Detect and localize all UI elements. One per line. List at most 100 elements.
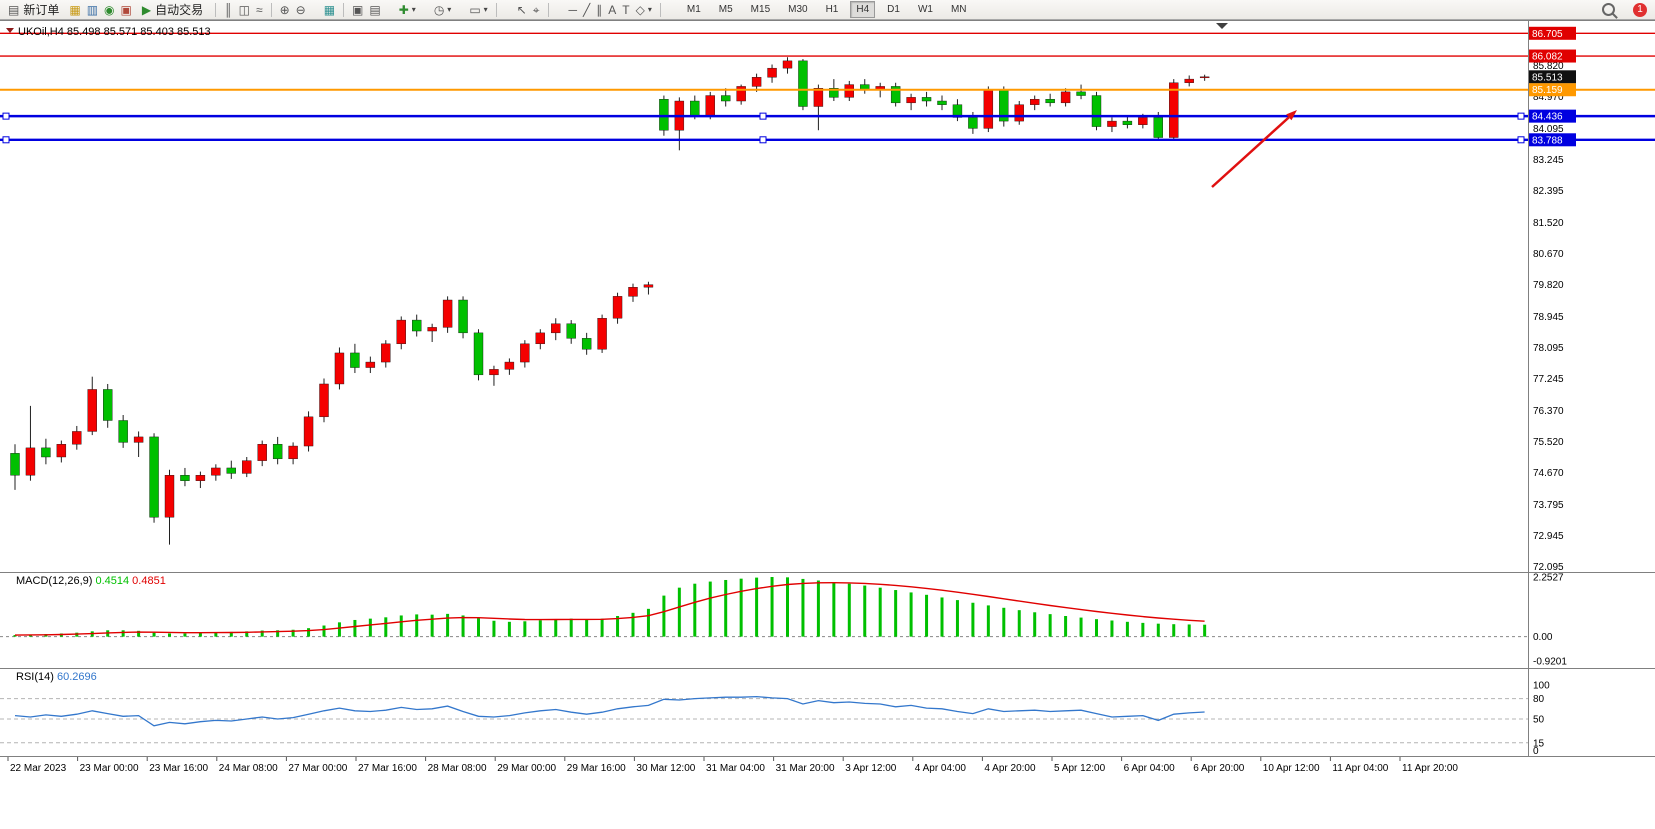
line-handle[interactable] (759, 136, 767, 144)
notification-badge[interactable]: 1 (1633, 2, 1647, 17)
label-tool-icon[interactable]: T (622, 2, 630, 17)
new-order-button[interactable]: ▤ 新订单 (4, 0, 63, 19)
candle (736, 86, 746, 102)
rsi-ax-label: 100 (1533, 681, 1550, 692)
tile-windows-icon[interactable]: ▣ (352, 2, 364, 17)
time-label: 23 Mar 00:00 (80, 763, 139, 774)
candle (1199, 76, 1210, 79)
chart-menu-icon[interactable] (6, 28, 14, 33)
line-handle[interactable] (1517, 136, 1525, 144)
tab-timeframe-mn[interactable]: MN (945, 1, 973, 18)
candle (288, 445, 298, 460)
tab-timeframe-m1[interactable]: M1 (681, 1, 707, 18)
horizontal-line-tool-icon[interactable]: ─ (568, 2, 578, 17)
candle (164, 475, 175, 518)
tab-timeframe-m30[interactable]: M30 (782, 1, 813, 18)
candle (844, 84, 854, 98)
price-tick-label: 81.520 (1533, 218, 1564, 229)
cursor-icon[interactable]: ↖ (516, 2, 527, 17)
tab-timeframe-w1[interactable]: W1 (912, 1, 939, 18)
line-handle[interactable] (759, 112, 767, 120)
price-tick-label: 73.795 (1533, 500, 1564, 511)
candle (1045, 98, 1055, 104)
candle (412, 319, 422, 332)
toolbar: ▤ 新订单 ▦ ▥ ◉ ▣ ▶ 自动交易 ║ ◫ ≈ ⊕ ⊖ ▦ ▣ ▤ ✚ ▾… (0, 0, 1655, 20)
candle (149, 436, 159, 518)
dropdown-arrow-icon[interactable]: ▾ (411, 5, 416, 14)
price-tick-label: 76.370 (1533, 406, 1564, 417)
price-badge-value: 86.082 (1532, 52, 1563, 63)
time-label: 24 Mar 08:00 (219, 763, 278, 774)
candlestick-chart-icon[interactable]: ◫ (238, 2, 250, 17)
line-handle[interactable] (2, 136, 10, 144)
time-label: 11 Apr 20:00 (1402, 763, 1458, 774)
autotrade-button[interactable]: ▶ 自动交易 (138, 0, 207, 19)
price-tick-label: 78.945 (1533, 312, 1564, 323)
candle (427, 327, 437, 332)
dropdown-arrow-icon[interactable]: ▾ (483, 5, 488, 14)
periods-icon[interactable]: ◷ (433, 2, 445, 17)
candle (1060, 91, 1071, 104)
text-tool-icon[interactable]: A (608, 2, 617, 17)
price-badge-value: 83.788 (1532, 135, 1563, 146)
time-label: 30 Mar 12:00 (636, 763, 695, 774)
templates-icon[interactable]: ▭ (469, 2, 481, 17)
time-label: 3 Apr 12:00 (845, 763, 897, 774)
chart-background[interactable] (0, 20, 1655, 824)
price-badge-value: 84.436 (1532, 112, 1563, 123)
macd-signal-line (14, 581, 1205, 636)
tab-timeframe-m15[interactable]: M15 (745, 1, 776, 18)
candle (180, 475, 190, 481)
crosshair-icon[interactable]: ⌖ (532, 2, 540, 17)
candle (767, 67, 777, 78)
trendline-tool-icon[interactable]: ╱ (583, 2, 591, 17)
rsi-ax-label: 15 (1533, 738, 1545, 749)
trend-arrow-head[interactable] (1286, 110, 1297, 121)
tab-timeframe-h4[interactable]: H4 (850, 1, 876, 18)
candle (303, 416, 314, 447)
chart-canvas[interactable]: 85.820 84.970 84.095 83.245 82.395 81.520 80.6… (0, 20, 1655, 824)
trend-arrow[interactable] (1211, 116, 1290, 188)
candle (566, 323, 576, 339)
candle (1153, 117, 1164, 138)
terminal-icon[interactable]: ▣ (120, 2, 132, 17)
candle (906, 97, 916, 104)
candle (551, 323, 561, 334)
indicators-icon[interactable]: ✚ (398, 2, 409, 17)
tab-timeframe-h1[interactable]: H1 (820, 1, 845, 18)
bar-chart-icon[interactable]: ║ (224, 2, 233, 17)
macd-ax-label: 0.00 (1533, 632, 1553, 643)
zoom-out-icon[interactable]: ⊖ (295, 2, 306, 17)
rsi-line (14, 695, 1205, 727)
market-watch-icon[interactable]: ▦ (69, 2, 81, 17)
tab-timeframe-d1[interactable]: D1 (881, 1, 906, 18)
line-chart-icon[interactable]: ≈ (255, 2, 263, 17)
channel-tool-icon[interactable]: ∥ (596, 2, 603, 17)
search-icon[interactable] (1602, 3, 1615, 16)
price-badge-value: 86.705 (1532, 29, 1563, 40)
line-handle[interactable] (1517, 112, 1525, 120)
toolbar-separator (270, 2, 272, 17)
candle (829, 88, 839, 98)
grid-icon[interactable]: ▦ (323, 2, 336, 17)
line-handle[interactable] (2, 112, 10, 120)
zoom-in-icon[interactable]: ⊕ (279, 2, 290, 17)
new-chart-icon[interactable]: ▤ (369, 2, 381, 17)
time-label: 10 Apr 12:00 (1263, 763, 1320, 774)
tab-timeframe-m5[interactable]: M5 (713, 1, 739, 18)
shapes-tool-icon[interactable]: ◇ (635, 2, 645, 17)
dropdown-arrow-icon[interactable]: ▾ (447, 5, 452, 14)
dropdown-arrow-icon[interactable]: ▾ (647, 5, 652, 14)
price-tick-label: 78.095 (1533, 343, 1564, 354)
chart-window: 85.820 84.970 84.095 83.245 82.395 81.520 80.6… (0, 20, 1655, 829)
candle (242, 460, 252, 474)
candle (628, 287, 638, 297)
candle (365, 361, 376, 368)
rsi-label: RSI(14) 60.2696 (16, 671, 97, 683)
price-badge (1529, 70, 1576, 84)
navigator-icon[interactable]: ◉ (104, 2, 115, 17)
candle (272, 444, 283, 460)
toolbar-separator (547, 2, 549, 17)
data-window-icon[interactable]: ▥ (86, 2, 99, 17)
price-badge-value: 85.159 (1532, 85, 1563, 96)
